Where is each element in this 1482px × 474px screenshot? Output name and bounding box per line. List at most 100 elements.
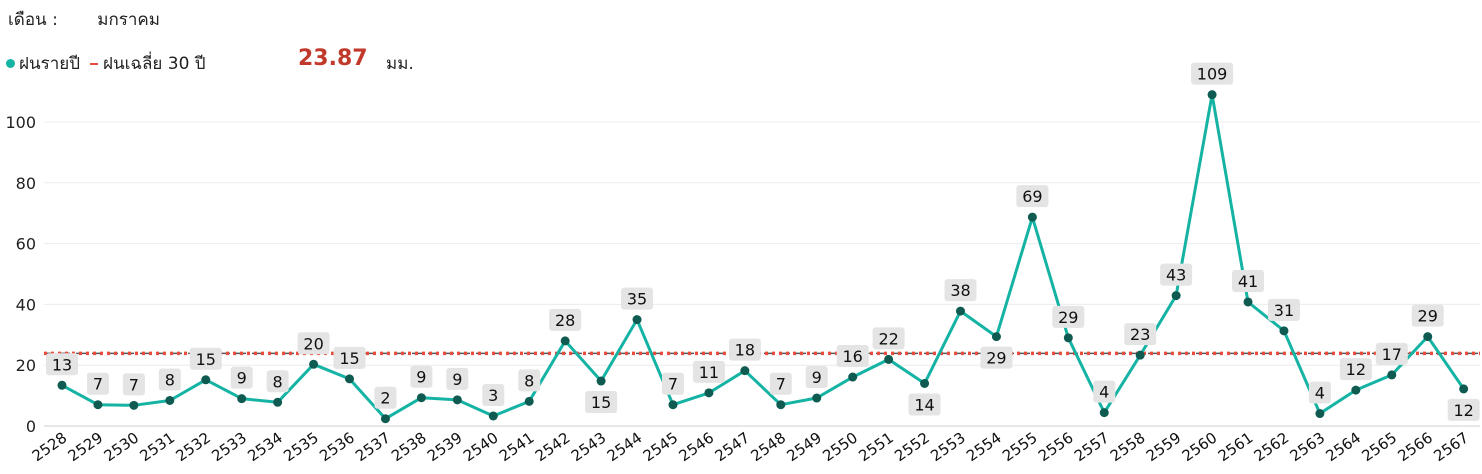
data-point [416,393,426,403]
unit-label: มม. [386,54,414,74]
x-tick-label: 2549 [783,429,825,466]
y-tick-label: 0 [26,417,36,436]
data-point [1027,212,1037,222]
data-label-bg [46,353,78,376]
data-label: 16 [843,347,863,366]
data-label-bg [1411,304,1444,327]
data-label: 8 [524,371,534,390]
y-tick-label: 100 [5,113,36,132]
data-label-bg [1375,342,1408,365]
x-tick-label: 2560 [1179,429,1221,466]
data-label-bg [1191,62,1234,85]
data-label-bg [1093,380,1116,403]
legend-average-label: ฝนเฉลี่ย 30 ปี [103,54,206,74]
data-label-bg [1052,305,1085,328]
x-tick-label: 2557 [1071,429,1113,466]
data-label-bg [769,372,792,395]
data-point [524,396,534,406]
data-label: 9 [237,369,247,388]
data-point [1351,385,1361,395]
x-tick-label: 2543 [568,429,610,466]
data-point [1423,332,1433,342]
data-point [1063,333,1073,343]
data-label: 17 [1382,345,1402,364]
data-label-bg [908,393,941,416]
data-label-bg [1339,358,1372,381]
data-label-bg [1447,398,1480,421]
data-label-bg [1308,381,1331,404]
data-label-bg [585,391,618,414]
series-line [61,93,1465,421]
data-label-bg [189,347,222,370]
data-point [632,315,642,325]
x-tick-label: 2548 [747,429,789,466]
data-label-bg [230,366,253,389]
data-label: 3 [488,386,498,405]
data-point [93,400,103,410]
x-tick-label: 2541 [496,429,538,466]
x-tick-label: 2562 [1251,429,1293,466]
data-point [165,395,175,405]
data-label-bg [410,365,433,388]
data-label: 7 [668,375,678,394]
data-label: 4 [1099,383,1109,402]
data-label-bg [944,279,977,302]
data-label-bg [1232,269,1265,292]
data-point [776,400,786,410]
x-tick-label: 2563 [1287,429,1329,466]
data-label: 35 [627,290,647,309]
header: เดือน : มกราคม [8,6,160,33]
data-point [129,400,139,410]
x-tick-label: 2555 [999,429,1041,466]
data-label: 31 [1274,301,1294,320]
data-label: 41 [1238,272,1258,291]
data-label-bg [836,345,869,368]
data-label: 15 [591,393,611,412]
data-label: 9 [416,368,426,387]
x-tick-label: 2550 [819,429,861,466]
data-point [956,306,965,316]
x-tick-label: 2542 [532,429,574,466]
data-label: 29 [1058,308,1078,327]
data-label: 69 [1022,187,1042,206]
data-point [1243,297,1253,307]
legend-series-label: ฝนรายปี [19,54,81,74]
x-tick-label: 2551 [855,429,897,466]
x-tick-label: 2566 [1394,429,1436,466]
data-point [920,378,930,388]
data-point [273,397,283,407]
average-value: 23.87 [298,46,368,71]
data-label: 109 [1197,65,1228,84]
data-point [740,366,750,376]
data-point [488,411,498,421]
x-tick-label: 2545 [640,429,682,466]
data-point [1099,408,1109,418]
data-label: 29 [1418,307,1438,326]
data-point [1135,350,1145,360]
y-tick-label: 60 [16,235,36,254]
x-tick-label: 2539 [424,429,466,466]
data-point [1315,409,1325,419]
data-point [668,400,678,410]
data-label-bg [805,366,828,389]
x-tick-label: 2564 [1323,429,1365,466]
data-label: 7 [93,375,103,394]
x-tick-label: 2535 [280,429,322,466]
y-tick-label: 40 [16,295,36,314]
x-tick-label: 2567 [1430,429,1472,466]
x-tick-label: 2561 [1215,429,1257,466]
x-tick-label: 2532 [172,429,214,466]
data-label: 29 [986,349,1006,368]
x-tick-label: 2559 [1143,429,1185,466]
data-label-bg [692,360,725,383]
data-label-bg [374,386,397,409]
data-label: 18 [735,341,755,360]
data-label: 28 [555,311,575,330]
data-label: 13 [52,355,72,374]
data-label: 14 [914,395,934,414]
data-label: 43 [1166,266,1186,285]
data-point [380,414,390,424]
data-label-bg [333,346,366,369]
legend: ฝนรายปี ฝนเฉลี่ย 30 ปี [6,50,206,77]
x-tick-label: 2537 [352,429,394,466]
